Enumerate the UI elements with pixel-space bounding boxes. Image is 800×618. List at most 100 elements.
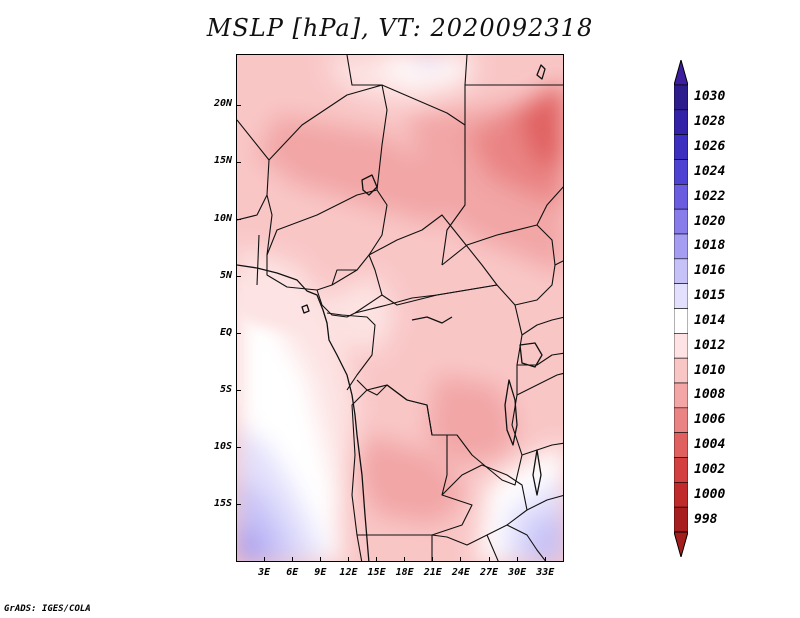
border-libya-egypt	[346, 55, 563, 125]
field-gulf-guinea-light	[237, 275, 317, 330]
field-north-1015	[412, 55, 447, 69]
colorbar-label: 1028	[694, 114, 726, 130]
pressure-map	[236, 54, 564, 562]
x-tick-label: 12E	[339, 567, 358, 578]
y-tick-label: 20N	[213, 98, 232, 110]
y-tick-mark	[236, 447, 241, 449]
country-borders	[237, 55, 563, 561]
y-tick-mark	[236, 276, 241, 278]
x-tick-label: 6E	[286, 567, 299, 578]
x-tick-mark	[544, 557, 546, 562]
coast-gulf-of-guinea	[237, 264, 370, 561]
colorbar-swatch	[674, 84, 688, 111]
y-tick-label: 5S	[219, 383, 232, 395]
colorbar-label: 1012	[694, 337, 726, 353]
x-tick-mark	[291, 557, 293, 562]
colorbar-label: 1024	[694, 163, 726, 179]
colorbar-label: 1000	[694, 486, 726, 502]
y-tick-mark	[236, 104, 241, 106]
field-sahel-low	[257, 115, 467, 225]
colorbar-label: 998	[694, 511, 718, 527]
colorbar-swatch	[674, 308, 688, 334]
pressure-field	[237, 55, 563, 561]
colorbar-label: 1008	[694, 387, 726, 403]
map-title: MSLP [hPa], VT: 2020092318	[206, 14, 594, 42]
y-tick-label: 15N	[213, 155, 232, 167]
colorbar-label: 1014	[694, 312, 726, 328]
field-ocean-high-1018	[237, 520, 267, 561]
x-tick-mark	[347, 557, 349, 562]
x-tick-mark	[404, 557, 406, 562]
colorbar-swatch	[674, 233, 688, 260]
x-tick-label: 21E	[423, 567, 442, 578]
x-tick-mark	[319, 557, 321, 562]
border-chad-sudan	[381, 84, 466, 266]
lake-tanganyika	[504, 379, 518, 446]
x-tick-mark	[432, 557, 434, 562]
colorbar-swatch	[674, 382, 688, 409]
colorbar-swatch	[674, 506, 688, 533]
colorbar-label: 1015	[694, 288, 726, 304]
colorbar-label: 1026	[694, 139, 726, 155]
y-tick-label: 5N	[219, 269, 232, 281]
x-tick-mark	[376, 557, 378, 562]
x-tick-label: 3E	[258, 567, 271, 578]
colorbar-bottom-arrow	[674, 531, 688, 557]
colorbar-swatch	[674, 407, 688, 433]
colorbar-label: 1016	[694, 263, 726, 279]
colorbar-label: 1010	[694, 362, 726, 378]
border-congo-gabon	[326, 312, 376, 391]
colorbar-label: 1004	[694, 437, 726, 453]
colorbar-swatch	[674, 208, 688, 235]
grads-credit: GrADS: IGES/COLA	[4, 604, 91, 614]
y-tick-label: EQ	[219, 326, 232, 338]
x-tick-label: 9E	[314, 567, 327, 578]
x-tick-mark	[263, 557, 265, 562]
y-tick-mark	[236, 333, 241, 335]
island-bioko	[301, 304, 310, 314]
y-tick-mark	[236, 390, 241, 392]
x-tick-label: 18E	[395, 567, 414, 578]
y-tick-mark	[236, 161, 241, 163]
x-tick-mark	[460, 557, 462, 562]
y-tick-mark	[236, 219, 241, 221]
coastlines	[237, 64, 546, 561]
x-tick-label: 27E	[479, 567, 499, 578]
border-benin-togo	[256, 194, 273, 286]
field-red-sea-low-1004	[517, 85, 563, 165]
colorbar-swatch	[674, 283, 688, 309]
colorbar-swatch	[674, 134, 688, 160]
colorbar-label: 1030	[694, 89, 726, 105]
colorbar-label: 1020	[694, 213, 726, 229]
colorbar-label: 1018	[694, 238, 726, 254]
border-mozambique	[506, 494, 563, 561]
x-tick-mark	[516, 557, 518, 562]
border-cameroon	[316, 269, 383, 318]
border-tanzania	[516, 372, 563, 456]
lake-chad	[361, 174, 378, 196]
field-east-africa-low	[427, 375, 517, 465]
colorbar-top-arrow	[674, 60, 688, 86]
y-tick-label: 15S	[213, 497, 232, 509]
colorbar-label: 1002	[694, 461, 726, 477]
x-tick-label: 33E	[536, 567, 555, 578]
lake-malawi	[532, 449, 542, 496]
colorbar-swatch	[674, 457, 688, 483]
colorbar-label: 1006	[694, 412, 726, 428]
colorbar-swatch	[674, 159, 688, 185]
border-nigeria	[266, 189, 388, 291]
colorbar-swatch	[674, 357, 688, 384]
border-ethiopia-edge	[536, 186, 563, 266]
colorbar-swatch	[674, 482, 688, 508]
y-tick-mark	[236, 504, 241, 506]
y-tick-label: 10N	[213, 212, 232, 224]
colorbar-swatch	[674, 109, 688, 135]
y-tick-label: 10S	[213, 440, 232, 452]
river-congo-fragment	[411, 316, 453, 324]
field-angola-low	[357, 435, 467, 525]
colorbar-swatch	[674, 333, 688, 359]
colorbar	[674, 60, 688, 557]
x-tick-label: 15E	[367, 567, 386, 578]
colorbar-swatch	[674, 432, 688, 458]
colorbar-swatch	[674, 184, 688, 210]
